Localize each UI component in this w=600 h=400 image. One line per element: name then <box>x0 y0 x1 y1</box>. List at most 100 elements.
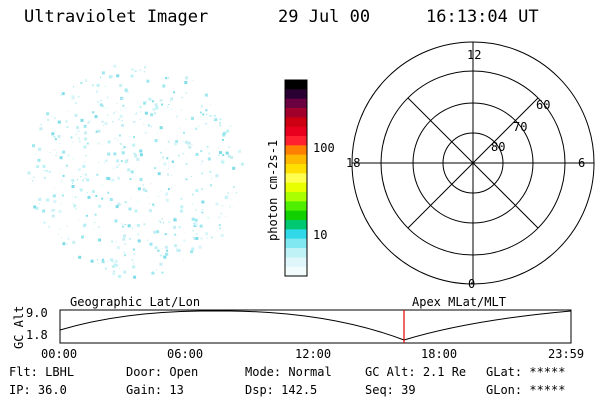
aurora-pixel <box>182 152 185 155</box>
aurora-pixel <box>229 206 231 208</box>
aurora-pixel <box>161 103 163 106</box>
aurora-pixel <box>40 124 42 126</box>
aurora-pixel <box>193 222 196 225</box>
timeline-xtick-1800: 18:00 <box>421 347 458 361</box>
aurora-pixel <box>181 80 183 82</box>
aurora-pixel <box>206 113 208 115</box>
aurora-pixel <box>185 140 188 144</box>
aurora-pixel <box>149 203 150 204</box>
colorbar-band <box>285 80 307 90</box>
aurora-pixel <box>113 270 116 273</box>
aurora-pixel <box>101 260 105 264</box>
aurora-pixel <box>94 222 96 224</box>
aurora-pixel <box>195 152 199 156</box>
aurora-pixel <box>143 124 145 126</box>
aurora-pixel <box>194 222 198 226</box>
aurora-pixel <box>162 84 166 88</box>
aurora-pixel <box>85 80 87 82</box>
aurora-pixel <box>95 130 98 133</box>
aurora-pixel <box>217 147 219 149</box>
aurora-pixel <box>167 106 169 108</box>
aurora-pixel <box>116 246 120 250</box>
aurora-pixel <box>139 106 142 108</box>
aurora-pixel <box>165 198 169 202</box>
aurora-pixel <box>116 111 118 113</box>
aurora-pixel <box>91 190 95 193</box>
aurora-pixel <box>154 167 157 170</box>
aurora-pixel <box>122 104 125 107</box>
aurora-pixel <box>37 158 41 162</box>
aurora-pixel <box>151 100 154 103</box>
aurora-pixel <box>118 274 122 278</box>
aurora-pixel <box>214 118 218 122</box>
aurora-pixel <box>174 142 177 146</box>
colorbar-band <box>285 238 307 249</box>
aurora-pixel <box>119 268 120 269</box>
aurora-pixel <box>139 118 141 120</box>
aurora-pixel <box>113 263 117 267</box>
aurora-pixel <box>61 194 64 197</box>
aurora-pixel <box>153 230 157 234</box>
aurora-pixel <box>72 182 73 184</box>
aurora-pixel <box>132 265 136 269</box>
aurora-pixel <box>190 175 192 177</box>
aurora-pixel <box>180 205 184 209</box>
aurora-pixel <box>201 209 203 210</box>
aurora-pixel <box>155 106 159 110</box>
aurora-pixel <box>201 160 203 162</box>
aurora-pixel <box>185 76 189 80</box>
info-door: Door: Open <box>126 365 199 379</box>
aurora-pixel <box>121 120 123 122</box>
aurora-pixel <box>173 225 177 229</box>
timeline-xtick-1200: 12:00 <box>295 347 332 361</box>
aurora-pixel <box>96 173 99 176</box>
aurora-pixel <box>162 77 164 79</box>
aurora-pixel <box>65 164 68 167</box>
aurora-pixel <box>84 131 87 135</box>
aurora-pixel <box>187 141 191 145</box>
aurora-pixel <box>116 159 119 163</box>
aurora-pixel <box>92 111 95 114</box>
aurora-pixel <box>123 270 127 274</box>
aurora-pixel <box>184 81 188 84</box>
aurora-pixel <box>101 197 104 200</box>
aurora-pixel <box>154 246 158 250</box>
aurora-pixel <box>77 130 80 133</box>
aurora-pixel <box>129 178 131 180</box>
aurora-pixel <box>160 99 163 102</box>
aurora-pixel <box>78 140 81 143</box>
aurora-pixel <box>185 119 187 120</box>
aurora-pixel <box>219 124 222 127</box>
timeline-xtick-0000: 00:00 <box>41 347 78 361</box>
aurora-pixel <box>46 112 50 116</box>
mlt-label-0: 0 <box>468 277 476 291</box>
info-flt: Flt: LBHL <box>9 365 75 379</box>
aurora-pixel <box>117 176 121 180</box>
aurora-pixel <box>140 111 141 113</box>
aurora-pixel <box>124 243 127 246</box>
aurora-pixel <box>133 152 136 155</box>
aurora-pixel <box>33 176 35 178</box>
aurora-pixel <box>113 64 117 68</box>
aurora-pixel <box>72 196 74 198</box>
aurora-pixel <box>112 121 114 123</box>
aurora-pixel <box>74 196 76 198</box>
aurora-pixel <box>42 209 46 213</box>
aurora-pixel <box>221 160 225 164</box>
aurora-pixel <box>118 134 121 137</box>
aurora-pixel <box>163 255 167 259</box>
aurora-pixel <box>151 271 155 275</box>
aurora-pixel <box>159 99 162 102</box>
aurora-pixel <box>62 92 64 94</box>
aurora-pixel <box>160 221 162 223</box>
aurora-pixel <box>174 233 177 236</box>
time-label: 16:13:04 UT <box>426 7 539 27</box>
aurora-pixel <box>136 157 140 161</box>
aurora-pixel <box>134 70 137 73</box>
aurora-pixel <box>48 225 51 228</box>
aurora-pixel <box>160 190 162 192</box>
aurora-pixel <box>66 225 68 227</box>
aurora-pixel <box>220 212 223 215</box>
aurora-pixel <box>162 172 164 174</box>
aurora-pixel <box>200 150 203 153</box>
